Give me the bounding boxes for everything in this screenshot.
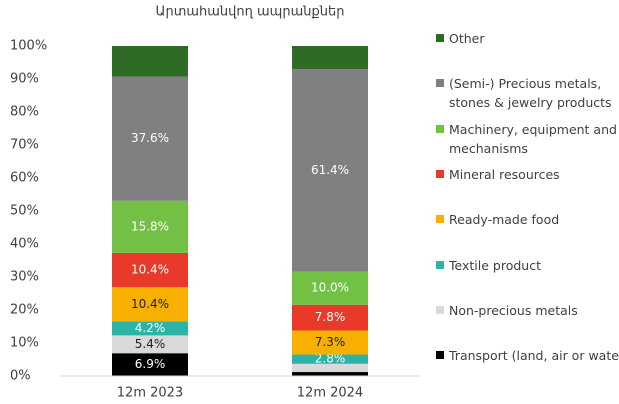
legend-swatch — [436, 79, 444, 88]
legend-swatch — [436, 351, 444, 360]
legend-entry: Other — [436, 29, 619, 48]
legend-entry: Transport (land, air or water) — [436, 346, 619, 365]
data-label: 7.3% — [315, 335, 346, 349]
legend-entry: Mineral resources — [436, 165, 619, 184]
bar-segment — [292, 330, 368, 355]
legend-swatch — [436, 305, 444, 314]
legend-label: Textile product — [449, 257, 541, 273]
data-label: 61.4% — [311, 163, 349, 177]
legend-swatch — [436, 124, 444, 133]
legend-entry: (Semi-) Precious metals, stones & jewelr… — [436, 74, 619, 112]
y-tick-label: 30% — [10, 270, 39, 285]
bar-segment — [112, 353, 188, 376]
legend-label: Non-precious metals — [449, 302, 578, 318]
data-label: 5.4% — [135, 337, 166, 351]
data-label: 37.6% — [131, 131, 169, 145]
chart-title: Արտահանվող ապրանքներ — [156, 5, 345, 20]
x-tick-label: 12m 2024 — [297, 386, 363, 401]
legend-label: Mineral resources — [449, 166, 560, 182]
bar-segment — [112, 287, 188, 322]
y-tick-label: 90% — [10, 72, 39, 87]
legend-entry: Machinery, equipment and mechanisms — [436, 120, 619, 158]
legend-label: Machinery, equipment and mechanisms — [449, 121, 617, 156]
data-label: 15.8% — [131, 219, 169, 233]
y-tick-label: 80% — [10, 105, 39, 120]
legend-label: (Semi-) Precious metals, stones & jewelr… — [449, 76, 612, 111]
y-tick-label: 70% — [10, 138, 39, 153]
x-tick-label: 12m 2023 — [117, 386, 183, 401]
data-label: 2.8% — [315, 352, 346, 366]
bar-segment — [292, 304, 368, 331]
legend-swatch — [436, 260, 444, 269]
y-tick-label: 0% — [10, 369, 31, 384]
legend-entry: Textile product — [436, 256, 619, 275]
y-tick-label: 50% — [10, 204, 39, 219]
data-label: 10.4% — [131, 263, 169, 277]
bar-segment — [112, 252, 188, 288]
legend-swatch — [436, 34, 444, 42]
legend-label: Transport (land, air or water) — [449, 348, 619, 364]
y-tick-label: 40% — [10, 237, 39, 252]
bar-segment — [292, 372, 368, 376]
legend-label: Other — [449, 31, 485, 46]
legend-entry: Non-precious metals — [436, 301, 619, 320]
data-label: 6.9% — [135, 357, 166, 371]
y-tick-label: 20% — [10, 303, 39, 318]
data-label: 4.2% — [135, 321, 166, 335]
y-tick-label: 60% — [10, 171, 39, 186]
bar-segment — [112, 321, 188, 336]
data-label: 7.8% — [315, 310, 346, 324]
bar-segment — [292, 354, 368, 364]
legend-entry: Ready-made food — [436, 210, 619, 229]
y-tick-label: 100% — [10, 39, 47, 54]
legend-swatch — [436, 169, 444, 178]
bar-segment — [112, 46, 188, 77]
bar-segment — [292, 46, 368, 70]
bar-segment — [112, 76, 188, 201]
bar-segment — [112, 335, 188, 354]
legend-swatch — [436, 215, 444, 224]
bar-segment — [292, 271, 368, 305]
data-label: 10.0% — [311, 281, 349, 295]
y-tick-label: 10% — [10, 336, 39, 351]
bar-segment — [112, 200, 188, 253]
bar-segment — [292, 363, 368, 373]
data-label: 10.4% — [131, 297, 169, 311]
legend-label: Ready-made food — [449, 212, 560, 228]
bar-segment — [292, 69, 368, 272]
